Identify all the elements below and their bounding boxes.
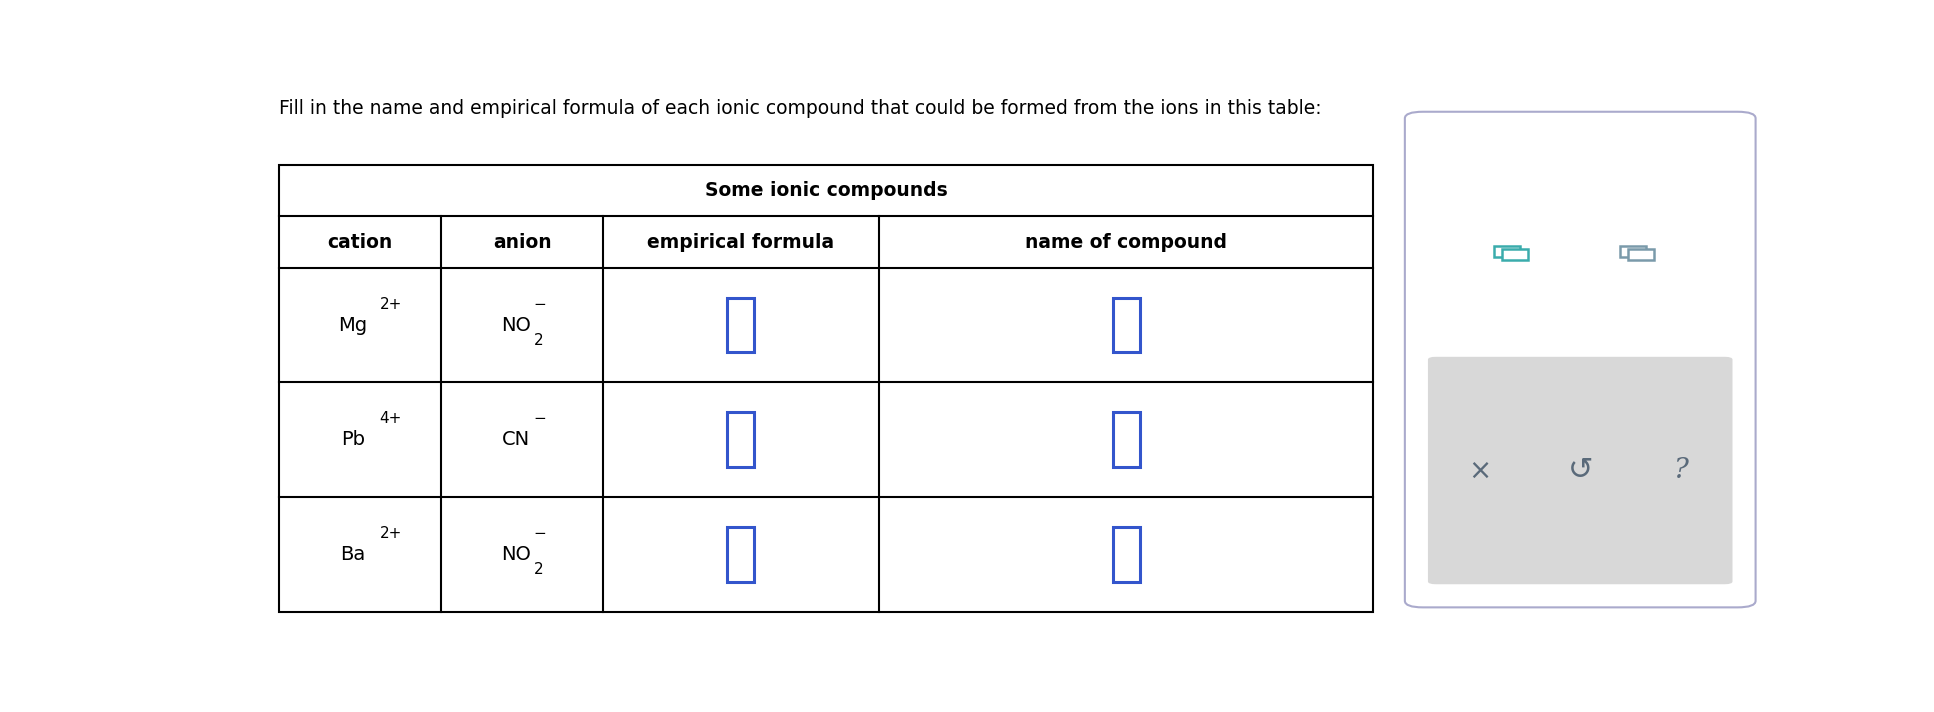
- Text: 2+: 2+: [379, 526, 402, 541]
- Text: Fill in the name and empirical formula of each ionic compound that could be form: Fill in the name and empirical formula o…: [278, 99, 1321, 118]
- Text: empirical formula: empirical formula: [648, 233, 834, 251]
- Text: anion: anion: [493, 233, 551, 251]
- FancyBboxPatch shape: [1628, 248, 1654, 260]
- Text: cation: cation: [327, 233, 393, 251]
- Text: Ba: Ba: [340, 545, 366, 564]
- Text: Mg: Mg: [338, 315, 367, 335]
- Text: name of compound: name of compound: [1025, 233, 1226, 251]
- Text: Pb: Pb: [340, 430, 366, 449]
- Text: 2+: 2+: [379, 297, 402, 312]
- Text: CN: CN: [501, 430, 530, 449]
- Text: Some ionic compounds: Some ionic compounds: [704, 181, 948, 200]
- Text: NO: NO: [501, 315, 530, 335]
- Text: 4+: 4+: [379, 412, 402, 426]
- FancyBboxPatch shape: [1503, 248, 1528, 260]
- Text: −: −: [534, 412, 545, 426]
- Text: 2: 2: [534, 562, 543, 577]
- Text: ↺: ↺: [1567, 456, 1594, 485]
- Text: −: −: [534, 297, 545, 312]
- Text: −: −: [534, 526, 545, 541]
- Text: 2: 2: [534, 333, 543, 348]
- Text: NO: NO: [501, 545, 530, 564]
- FancyBboxPatch shape: [1427, 357, 1733, 585]
- Text: ×: ×: [1468, 456, 1491, 485]
- Text: ?: ?: [1673, 457, 1688, 484]
